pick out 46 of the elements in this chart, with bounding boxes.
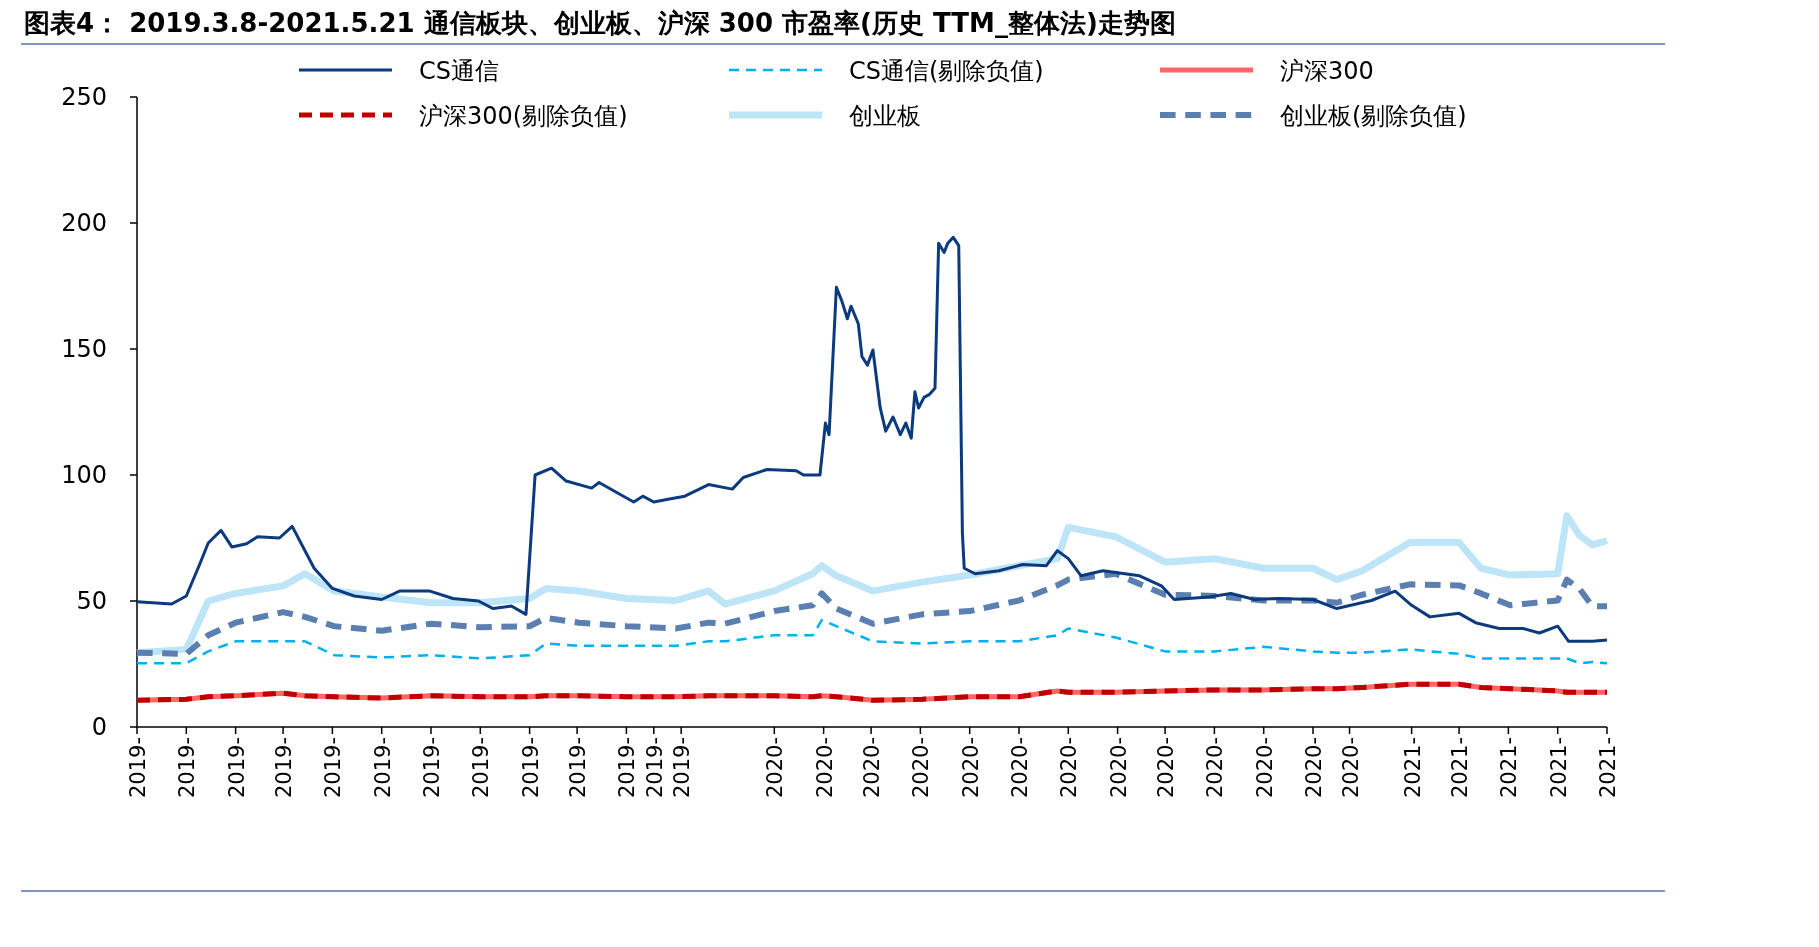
x-tick-label: 2019-: [272, 737, 297, 799]
x-tick-label: 2019-: [126, 737, 150, 799]
y-tick-label: 150: [61, 335, 107, 363]
y-tick-label: 0: [91, 713, 107, 741]
y-tick-label: 100: [61, 461, 107, 489]
x-tick-label: 2021-: [1497, 737, 1522, 799]
x-tick-label: 2021-: [1400, 737, 1425, 799]
x-tick-label: 2019-: [469, 737, 494, 799]
x-tick-label: 2020-: [1106, 737, 1131, 799]
x-tick-label: 2019-: [370, 737, 395, 799]
x-tick-label: 2019-: [420, 737, 444, 799]
x-tick-label: 2019-: [175, 737, 200, 799]
x-tick-label: 2019-: [321, 737, 346, 799]
chart-title: 图表4： 2019.3.8-2021.5.21 通信板块、创业板、沪深 300 市盈率(历史 TTM_整体法)走势图: [24, 8, 1176, 38]
x-tick-label: 2020-: [958, 737, 983, 799]
legend-label: 沪深300: [1280, 57, 1374, 85]
x-tick-label: 2020-: [1302, 737, 1326, 799]
legend-label: CS通信(剔除负值): [849, 57, 1044, 85]
x-tick-label: 2020-: [1154, 737, 1179, 799]
x-tick-label: 2020-: [1338, 737, 1363, 799]
legend-label: CS通信: [419, 57, 499, 85]
x-tick-label: 2021-: [1596, 737, 1620, 799]
x-tick-label: 2020-: [763, 737, 788, 799]
line-series: [135, 618, 1609, 665]
x-tick-label: 2020-: [812, 737, 837, 799]
x-tick-label: 2019-: [566, 737, 591, 799]
x-tick-label: 2021-: [1448, 737, 1473, 799]
x-tick-label: 2020-: [860, 737, 885, 799]
legend-label: 创业板: [849, 102, 921, 130]
x-tick-label: 2019-: [224, 737, 249, 799]
x-tick-label: 2019-: [615, 737, 640, 799]
x-tick-label: 2020-: [1203, 737, 1228, 799]
x-tick-label: 2020-: [909, 737, 934, 799]
x-tick-label: 2021-: [1546, 737, 1571, 799]
x-tick-label: 2020-: [1008, 737, 1032, 799]
y-tick-label: 250: [61, 83, 107, 111]
x-tick-label: 2019-: [642, 737, 667, 799]
x-tick-label: 2019-: [670, 737, 695, 799]
y-tick-label: 50: [76, 587, 107, 615]
x-tick-label: 2020-: [1252, 737, 1277, 799]
x-tick-label: 2019-: [518, 737, 543, 799]
legend-label: 创业板(剔除负值): [1280, 102, 1467, 130]
y-tick-label: 200: [61, 209, 107, 237]
line-series: [135, 235, 1609, 643]
x-tick-label: 2020-: [1057, 737, 1082, 799]
legend-label: 沪深300(剔除负值): [419, 102, 628, 130]
